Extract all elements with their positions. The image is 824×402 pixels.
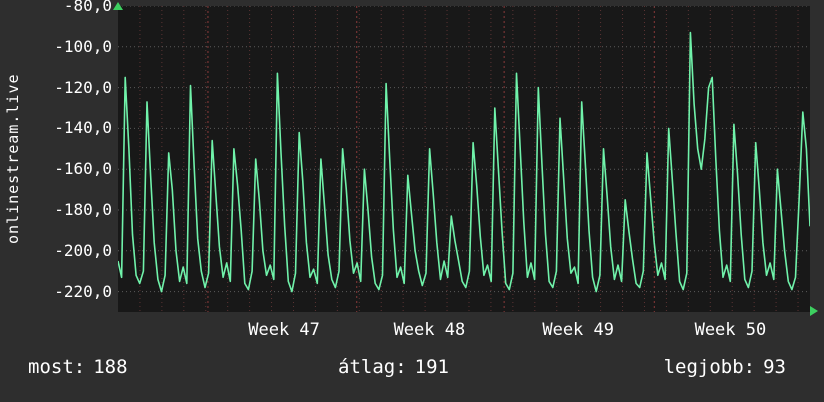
x-axis-arrow-icon	[810, 306, 818, 316]
stat-legjobb-value: 93	[763, 356, 786, 378]
stat-legjobb: legjobb: 93	[664, 356, 786, 378]
y-tick-label: -80,0	[63, 0, 112, 15]
y-tick-label: -200,0	[54, 240, 112, 260]
stat-most: most: 188	[28, 356, 128, 378]
stat-atlag-value: 191	[414, 356, 449, 378]
stat-legjobb-label: legjobb:	[663, 356, 756, 378]
chart-svg	[118, 6, 810, 312]
chart-line	[118, 31, 810, 293]
y-axis-labels: -80,0 -100,0 -120,0 -140,0 -160,0 -180,0 -200,…	[0, 0, 112, 312]
stat-atlag-label: átlag:	[338, 356, 407, 378]
y-tick-label: -220,0	[54, 281, 112, 301]
x-tick-label: Week 49	[542, 320, 614, 340]
y-tick-label: -140,0	[54, 118, 112, 138]
y-tick-label: -100,0	[54, 36, 112, 56]
x-tick-label: Week 47	[248, 320, 320, 340]
x-tick-label: Week 50	[694, 320, 767, 340]
y-tick-label: -160,0	[54, 159, 112, 179]
y-tick-label: -120,0	[54, 77, 112, 97]
stat-atlag: átlag: 191	[338, 356, 449, 378]
y-axis-arrow-icon	[113, 2, 123, 10]
x-axis-labels: Week 47 Week 48 Week 49 Week 50	[118, 320, 810, 344]
y-tick-label: -180,0	[54, 200, 112, 219]
stat-most-label: most:	[28, 356, 86, 378]
stat-most-value: 188	[93, 356, 128, 378]
plot-area	[118, 6, 810, 312]
stats-bar: most: 188 átlag: 191 legjobb: 93	[0, 356, 824, 392]
x-tick-label: Week 48	[393, 320, 466, 340]
